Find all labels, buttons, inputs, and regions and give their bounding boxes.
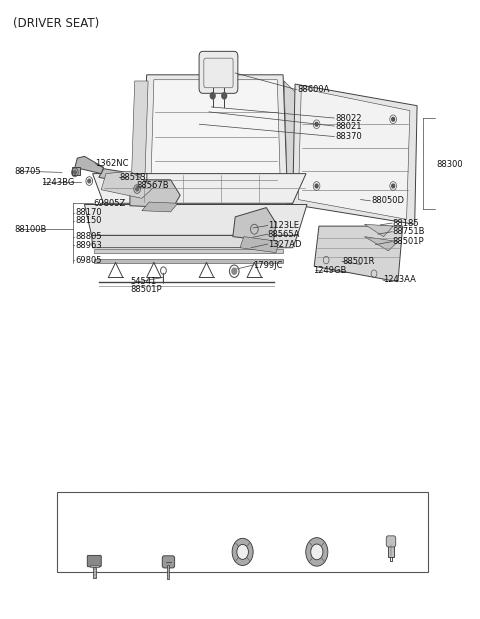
Circle shape bbox=[88, 179, 91, 183]
Text: 88150: 88150 bbox=[75, 216, 101, 225]
Text: 69805Z: 69805Z bbox=[93, 199, 125, 208]
Text: 88501R: 88501R bbox=[342, 257, 374, 266]
Polygon shape bbox=[130, 180, 180, 207]
Text: 88021: 88021 bbox=[336, 121, 362, 131]
Text: 1339CC: 1339CC bbox=[298, 507, 336, 517]
Text: 1799JC: 1799JC bbox=[253, 261, 283, 269]
FancyBboxPatch shape bbox=[87, 555, 101, 567]
Circle shape bbox=[210, 93, 215, 99]
Circle shape bbox=[311, 544, 323, 560]
Text: 1123LE: 1123LE bbox=[268, 221, 299, 230]
Polygon shape bbox=[299, 89, 410, 219]
Bar bbox=[388, 542, 394, 557]
Text: 88501P: 88501P bbox=[392, 237, 424, 246]
Polygon shape bbox=[142, 75, 288, 204]
Text: 88600A: 88600A bbox=[298, 85, 330, 94]
FancyBboxPatch shape bbox=[386, 536, 396, 547]
Polygon shape bbox=[92, 235, 298, 248]
Text: 88705: 88705 bbox=[14, 167, 41, 176]
Text: 88050D: 88050D bbox=[372, 196, 405, 206]
Polygon shape bbox=[364, 224, 393, 236]
Polygon shape bbox=[94, 259, 283, 262]
Text: 88370: 88370 bbox=[336, 132, 362, 141]
Circle shape bbox=[73, 171, 76, 174]
Text: 1243BG: 1243BG bbox=[41, 178, 75, 187]
Bar bbox=[93, 566, 96, 578]
Polygon shape bbox=[93, 173, 306, 203]
Text: 88185: 88185 bbox=[392, 219, 419, 228]
Text: 1249GA: 1249GA bbox=[149, 507, 188, 517]
Text: 88963: 88963 bbox=[75, 241, 102, 250]
FancyBboxPatch shape bbox=[162, 556, 175, 568]
Circle shape bbox=[315, 184, 318, 188]
Circle shape bbox=[232, 539, 253, 566]
Text: 88300: 88300 bbox=[436, 160, 463, 169]
Polygon shape bbox=[94, 249, 283, 253]
Polygon shape bbox=[233, 207, 276, 241]
Bar bbox=[57, 491, 428, 572]
Text: 1362NC: 1362NC bbox=[96, 158, 129, 168]
Text: 88170: 88170 bbox=[75, 208, 101, 217]
Circle shape bbox=[392, 184, 395, 188]
Text: 88513J: 88513J bbox=[120, 173, 148, 182]
Text: 69805: 69805 bbox=[75, 256, 101, 264]
Text: 1249GB: 1249GB bbox=[313, 266, 347, 275]
Text: 1125DG: 1125DG bbox=[74, 507, 114, 517]
Text: 1339BC: 1339BC bbox=[224, 507, 262, 517]
Polygon shape bbox=[84, 204, 307, 235]
Polygon shape bbox=[99, 169, 142, 184]
Text: (DRIVER SEAT): (DRIVER SEAT) bbox=[12, 17, 99, 30]
Text: 88100B: 88100B bbox=[14, 225, 47, 234]
Circle shape bbox=[306, 538, 328, 566]
Polygon shape bbox=[75, 157, 104, 173]
Polygon shape bbox=[314, 226, 403, 282]
Polygon shape bbox=[151, 80, 281, 197]
Text: 88805: 88805 bbox=[75, 232, 101, 241]
Polygon shape bbox=[364, 236, 398, 251]
Circle shape bbox=[222, 93, 227, 99]
Text: 1327AD: 1327AD bbox=[268, 240, 301, 249]
Text: 1243AA: 1243AA bbox=[383, 275, 416, 284]
Bar bbox=[168, 565, 169, 579]
Text: 88567B: 88567B bbox=[136, 181, 169, 191]
Text: 54541: 54541 bbox=[130, 277, 156, 286]
Text: 88565A: 88565A bbox=[268, 230, 300, 239]
Circle shape bbox=[136, 187, 139, 191]
Polygon shape bbox=[131, 81, 148, 197]
Polygon shape bbox=[142, 202, 178, 212]
Text: 88501P: 88501P bbox=[130, 285, 162, 294]
Text: 88751B: 88751B bbox=[392, 227, 425, 236]
FancyBboxPatch shape bbox=[199, 51, 238, 93]
Text: 88022: 88022 bbox=[336, 113, 362, 123]
Circle shape bbox=[315, 123, 318, 126]
Polygon shape bbox=[240, 236, 279, 253]
FancyBboxPatch shape bbox=[90, 565, 99, 567]
Polygon shape bbox=[293, 84, 417, 224]
Circle shape bbox=[237, 545, 249, 560]
Polygon shape bbox=[284, 81, 297, 203]
Text: 00824: 00824 bbox=[376, 507, 407, 517]
Polygon shape bbox=[101, 171, 154, 198]
Circle shape bbox=[232, 268, 237, 274]
Polygon shape bbox=[72, 168, 80, 175]
Circle shape bbox=[392, 118, 395, 121]
